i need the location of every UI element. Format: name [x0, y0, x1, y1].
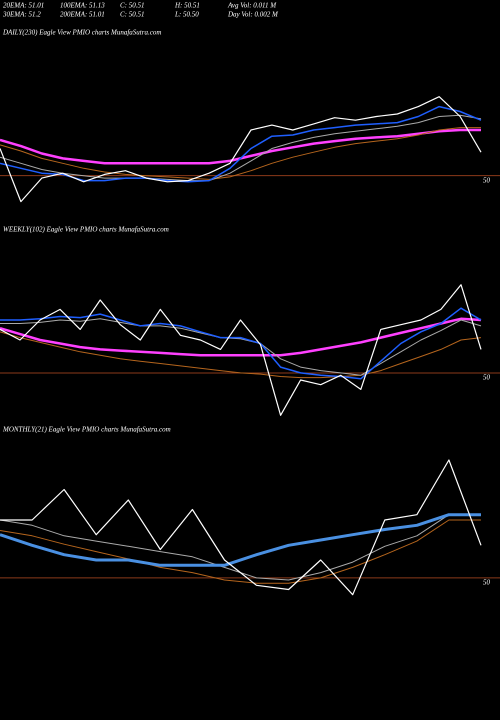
series-line — [0, 307, 482, 380]
series-line — [0, 317, 482, 357]
series-line — [0, 127, 481, 180]
header-stat: C: 50.51 — [120, 11, 145, 19]
panel-title: MONTHLY(21) Eagle View PMIO charts Munaf… — [2, 426, 171, 434]
header-stat: Day Vol: 0.002 M — [227, 11, 279, 19]
series-line — [0, 96, 482, 203]
series-line — [0, 331, 482, 379]
header-stat: 100EMA: 51.13 — [60, 2, 105, 10]
series-line — [0, 105, 482, 183]
panel-title: WEEKLY(102) Eagle View PMIO charts Munaf… — [3, 226, 169, 234]
header-stat: L: 50.50 — [174, 11, 199, 19]
header-stat: C: 50.51 — [120, 2, 145, 10]
y-tick-label: 50 — [483, 579, 491, 587]
header-stat: Avg Vol: 0.011 M — [227, 2, 277, 10]
series-line — [0, 459, 482, 596]
series-line — [0, 519, 481, 584]
series-line — [0, 513, 481, 567]
header-stat: 200EMA: 51.01 — [60, 11, 105, 19]
header-stat: 30EMA: 51.2 — [2, 11, 41, 19]
header-stat: 20EMA: 51.01 — [3, 2, 44, 10]
series-line — [0, 284, 482, 416]
series-line — [0, 514, 481, 581]
header-stat: H: 50.51 — [174, 2, 200, 10]
panel-title: DAILY(230) Eagle View PMIO charts Munafa… — [2, 29, 161, 37]
series-line — [0, 318, 482, 376]
y-tick-label: 50 — [483, 374, 491, 382]
series-line — [0, 114, 482, 182]
y-tick-label: 50 — [483, 176, 491, 184]
